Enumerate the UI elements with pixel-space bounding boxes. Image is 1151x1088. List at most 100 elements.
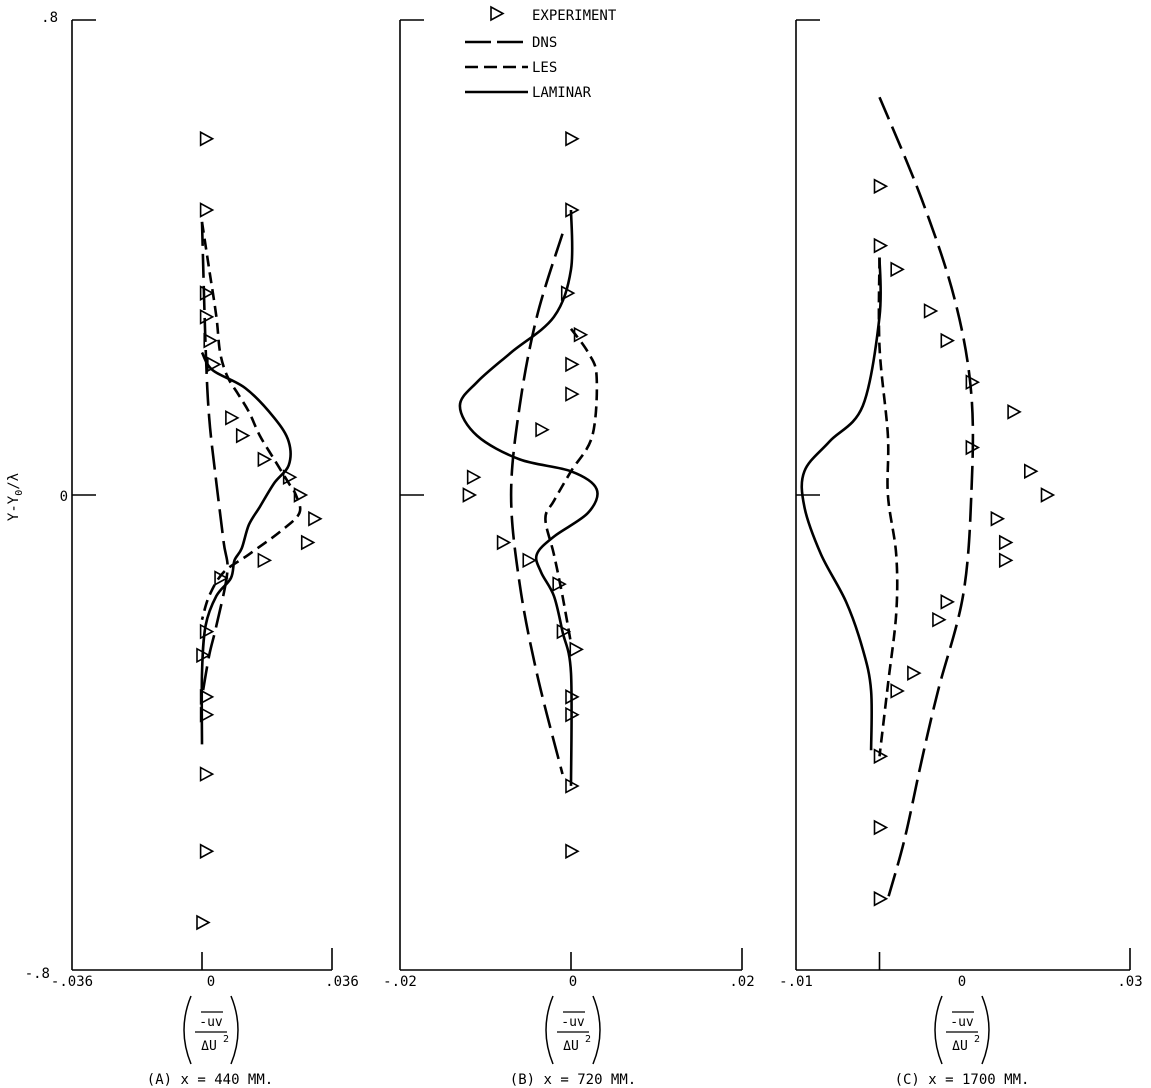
panel-c-experiment-point-10 xyxy=(990,510,1006,527)
panel-b-experiment-point-7 xyxy=(466,469,482,486)
panel-c-experiment-point-5 xyxy=(965,374,981,391)
panel-a-xtick-min: -.036 xyxy=(51,974,93,990)
panel-b-xlabel-numerator: -uv xyxy=(561,1015,585,1030)
panel-a-laminar-curve xyxy=(200,221,229,698)
panel-a-experiment-point-0 xyxy=(199,130,215,147)
panel-b-les-curve xyxy=(544,328,599,644)
panel-a-xlabel: -uv ΔU 2 xyxy=(183,995,239,1065)
panel-c-experiment-point-8 xyxy=(1024,463,1039,480)
panel-a-experiment-point-2 xyxy=(199,285,215,301)
panel-c: -.01 0 .03 -uv ΔU 2 (C) x = 1700 MM. xyxy=(779,19,1143,1088)
panel-b-experiment-point-4 xyxy=(565,356,580,373)
panel-a-experiment-point-1 xyxy=(199,202,215,218)
panel-b-xlabel-exponent: 2 xyxy=(585,1034,591,1045)
panel-b-xtick-max: .02 xyxy=(729,974,754,990)
panel-c-experiment-point-9 xyxy=(1040,487,1056,503)
panel-a-experiment-point-10 xyxy=(293,487,309,503)
panel-c-xtick-zero: 0 xyxy=(958,974,966,990)
y-axis-label: Y-Y0/λ xyxy=(6,473,25,521)
panel-c-xtick-min: -.01 xyxy=(779,974,813,990)
panel-a-experiment-point-20 xyxy=(199,843,215,860)
panel-c-xlabel-paren-left xyxy=(934,995,943,1065)
panel-a-les-curve xyxy=(200,221,302,621)
panel-b-experiment-point-9 xyxy=(496,534,512,551)
panel-a-experiment-point-8 xyxy=(257,451,273,468)
panel-b-xtick-min: -.02 xyxy=(383,974,417,990)
panel-b-axes xyxy=(399,19,743,971)
panel-b-dns-curve xyxy=(458,209,599,786)
panel-b-experiment-point-8 xyxy=(462,487,478,503)
panel-c-dns-curve xyxy=(800,257,883,751)
panel-b-caption: (B) x = 720 MM. xyxy=(510,1072,636,1088)
panel-a-experiment-point-6 xyxy=(225,409,240,426)
panel-c-experiment-point-3 xyxy=(923,303,939,319)
panel-b-experiment-point-13 xyxy=(569,641,584,658)
legend-label-laminar: LAMINAR xyxy=(532,85,592,101)
panel-c-experiment-point-15 xyxy=(907,665,922,681)
legend-label-les: LES xyxy=(532,60,557,76)
panel-b-experiment-point-6 xyxy=(535,421,550,438)
legend: EXPERIMENT DNS LES LAMINAR xyxy=(465,5,617,101)
panel-c-experiment-point-1 xyxy=(873,237,889,254)
panel-a-axes xyxy=(71,19,333,971)
panel-c-experiment-point-13 xyxy=(940,594,955,610)
y-tick-label-bottom: -.8 xyxy=(25,966,50,982)
panel-b-laminar-curve xyxy=(509,233,564,775)
panel-c-xlabel: -uv ΔU 2 xyxy=(934,995,990,1065)
panel-a-xlabel-numerator: -uv xyxy=(199,1015,223,1030)
panel-b-xtick-zero: 0 xyxy=(569,974,577,990)
panel-b-series xyxy=(458,130,599,860)
panel-a: -.036 0 .036 -uv ΔU 2 (A) x = 440 MM. xyxy=(51,19,359,1088)
panel-b-experiment-point-5 xyxy=(565,386,580,402)
panel-a-xlabel-exponent: 2 xyxy=(223,1034,229,1045)
panel-a-xtick-zero: 0 xyxy=(207,974,215,990)
panel-c-laminar-curve xyxy=(878,96,975,900)
panel-c-experiment-point-12 xyxy=(998,552,1014,569)
legend-label-experiment: EXPERIMENT xyxy=(532,8,617,24)
panel-b-experiment-point-17 xyxy=(565,843,580,860)
panel-a-dns-curve xyxy=(200,351,292,745)
panel-c-experiment-point-19 xyxy=(873,890,889,907)
panel-a-experiment-point-21 xyxy=(196,914,211,931)
panel-c-experiment-point-14 xyxy=(932,611,947,628)
panel-c-xlabel-denominator: ΔU xyxy=(952,1039,968,1054)
y-tick-label-zero: 0 xyxy=(60,489,68,505)
panel-c-experiment-point-11 xyxy=(998,534,1014,551)
panel-a-xlabel-denominator: ΔU xyxy=(201,1039,217,1054)
legend-experiment-marker xyxy=(490,5,505,22)
panel-c-experiment-point-4 xyxy=(940,332,955,349)
panel-a-experiment-point-19 xyxy=(199,766,215,782)
panel-a-experiment-point-11 xyxy=(308,510,323,527)
panel-c-xlabel-exponent: 2 xyxy=(974,1034,980,1045)
panel-b-xlabel-paren-left xyxy=(545,995,554,1065)
panel-a-caption: (A) x = 440 MM. xyxy=(147,1072,273,1088)
panel-c-experiment-point-6 xyxy=(1007,404,1022,420)
panel-a-series xyxy=(196,130,323,931)
panel-b-experiment-point-10 xyxy=(522,552,537,569)
y-tick-label-top: .8 xyxy=(41,10,58,26)
panel-c-xlabel-paren-right xyxy=(981,995,990,1065)
panel-a-xtick-max: .036 xyxy=(325,974,359,990)
panel-c-experiment-point-0 xyxy=(873,178,889,195)
panel-a-xlabel-paren-left xyxy=(183,995,192,1065)
panel-b-xlabel: -uv ΔU 2 xyxy=(545,995,601,1065)
panel-b: -.02 0 .02 -uv ΔU 2 (B) x = 720 MM. xyxy=(383,19,755,1088)
panel-c-series xyxy=(800,96,1056,907)
panel-c-xlabel-numerator: -uv xyxy=(950,1015,974,1030)
panel-c-experiment-point-18 xyxy=(873,819,889,836)
panel-c-caption: (C) x = 1700 MM. xyxy=(895,1072,1030,1088)
panel-c-axes xyxy=(795,19,1131,971)
panel-c-xtick-max: .03 xyxy=(1117,974,1142,990)
panel-a-experiment-point-3 xyxy=(199,309,215,325)
legend-label-dns: DNS xyxy=(532,35,557,51)
panel-a-xlabel-paren-right xyxy=(230,995,239,1065)
panel-a-experiment-point-12 xyxy=(300,534,316,551)
panel-c-experiment-point-2 xyxy=(890,261,905,278)
panel-a-experiment-point-7 xyxy=(235,427,251,444)
panel-a-experiment-point-15 xyxy=(199,623,215,640)
panel-b-xlabel-paren-right xyxy=(592,995,601,1065)
panel-c-les-curve xyxy=(877,257,899,757)
panel-b-xlabel-denominator: ΔU xyxy=(563,1039,579,1054)
panel-c-experiment-point-16 xyxy=(890,683,905,699)
